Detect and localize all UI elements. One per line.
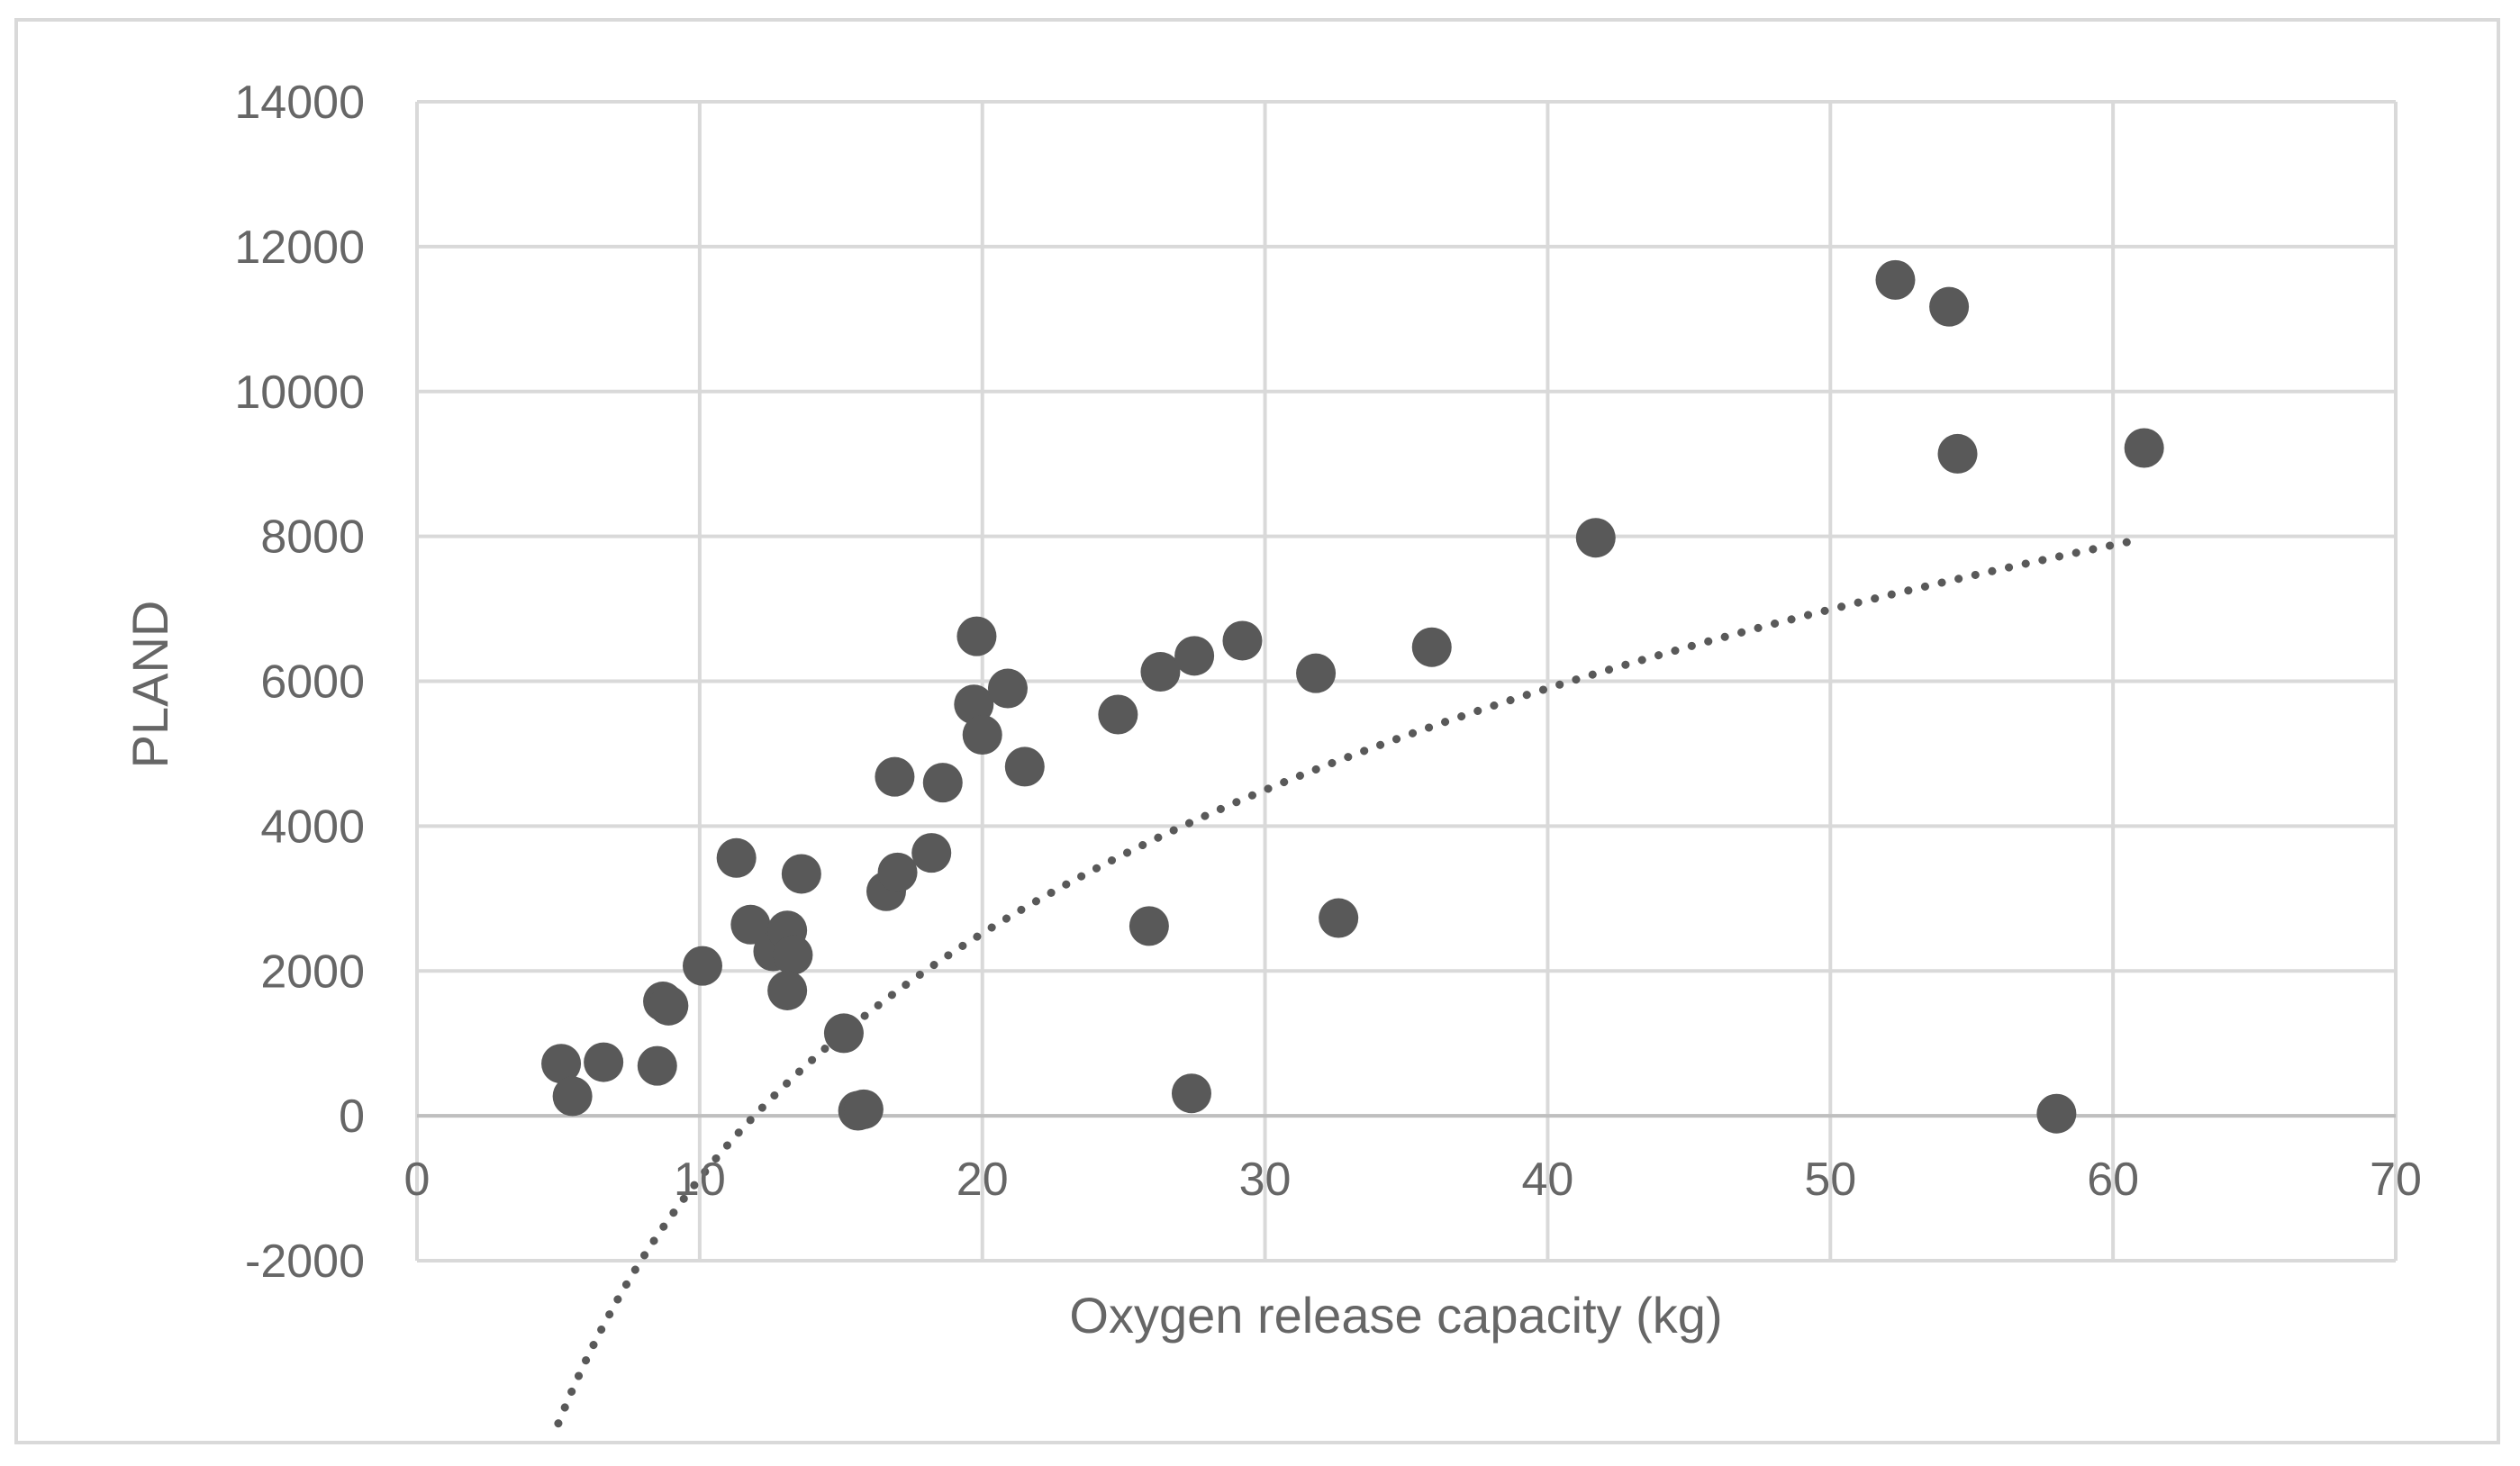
y-tick-label: 12000 — [234, 222, 365, 274]
data-point — [875, 756, 915, 797]
data-point — [1411, 627, 1452, 667]
x-tick-label: 0 — [404, 1154, 431, 1206]
data-point — [823, 1013, 864, 1054]
x-tick-label: 50 — [1804, 1154, 1856, 1206]
y-tick-label: -2000 — [245, 1235, 365, 1288]
trendline — [554, 535, 2145, 1428]
data-point — [1875, 259, 1916, 300]
y-axis-tick-labels: -2000 0 2000 4000 6000 8000 10000 12000 14000 — [234, 77, 365, 1288]
data-point — [781, 854, 821, 894]
data-point — [1937, 433, 1978, 474]
data-point — [1575, 518, 1616, 558]
data-point — [877, 852, 918, 892]
data-point — [773, 935, 813, 975]
data-point — [648, 985, 689, 1026]
data-point — [843, 1089, 884, 1129]
data-point — [1222, 620, 1263, 661]
chart-frame — [14, 18, 2500, 1444]
data-point — [767, 970, 808, 1010]
x-tick-label: 60 — [2087, 1154, 2139, 1206]
data-points — [541, 259, 2164, 1134]
y-tick-label: 2000 — [260, 946, 365, 998]
data-point — [987, 668, 1028, 709]
x-tick-label: 10 — [674, 1154, 726, 1206]
x-axis-title: Oxygen release capacity (kg) — [1069, 1287, 1722, 1344]
data-point — [637, 1045, 677, 1086]
x-tick-label: 70 — [2370, 1154, 2422, 1206]
data-point — [1171, 1073, 1211, 1114]
data-point — [716, 837, 757, 878]
data-point — [2036, 1093, 2077, 1134]
x-tick-label: 30 — [1239, 1154, 1292, 1206]
x-tick-label: 40 — [1522, 1154, 1574, 1206]
data-point — [1098, 694, 1138, 735]
data-point — [584, 1042, 624, 1082]
y-tick-label: 4000 — [260, 801, 365, 853]
y-tick-label: 14000 — [234, 77, 365, 129]
y-tick-label: 6000 — [260, 656, 365, 709]
x-tick-label: 20 — [956, 1154, 1009, 1206]
data-point — [1929, 286, 1970, 327]
data-point — [1174, 636, 1215, 676]
data-point — [1140, 652, 1181, 692]
y-tick-label: 10000 — [234, 366, 365, 419]
data-point — [922, 763, 963, 803]
y-axis-title: PLAND — [122, 601, 178, 769]
data-point — [962, 715, 1002, 756]
data-point — [911, 833, 952, 873]
data-point — [682, 946, 722, 986]
trendline-group — [554, 535, 2145, 1428]
x-axis-tick-labels: 0 10 20 30 40 50 60 70 — [404, 1154, 2422, 1206]
data-point — [1004, 747, 1045, 787]
data-point — [1319, 898, 1359, 938]
data-point — [552, 1076, 593, 1117]
data-point — [541, 1044, 582, 1084]
data-point — [1129, 906, 1169, 946]
gridlines — [415, 100, 2398, 1262]
data-point — [1296, 653, 1337, 693]
data-point — [954, 684, 994, 725]
y-tick-label: 8000 — [260, 511, 365, 564]
y-tick-label: 0 — [339, 1090, 365, 1143]
data-point — [730, 904, 771, 945]
data-point — [956, 616, 997, 656]
data-point — [2124, 428, 2164, 468]
